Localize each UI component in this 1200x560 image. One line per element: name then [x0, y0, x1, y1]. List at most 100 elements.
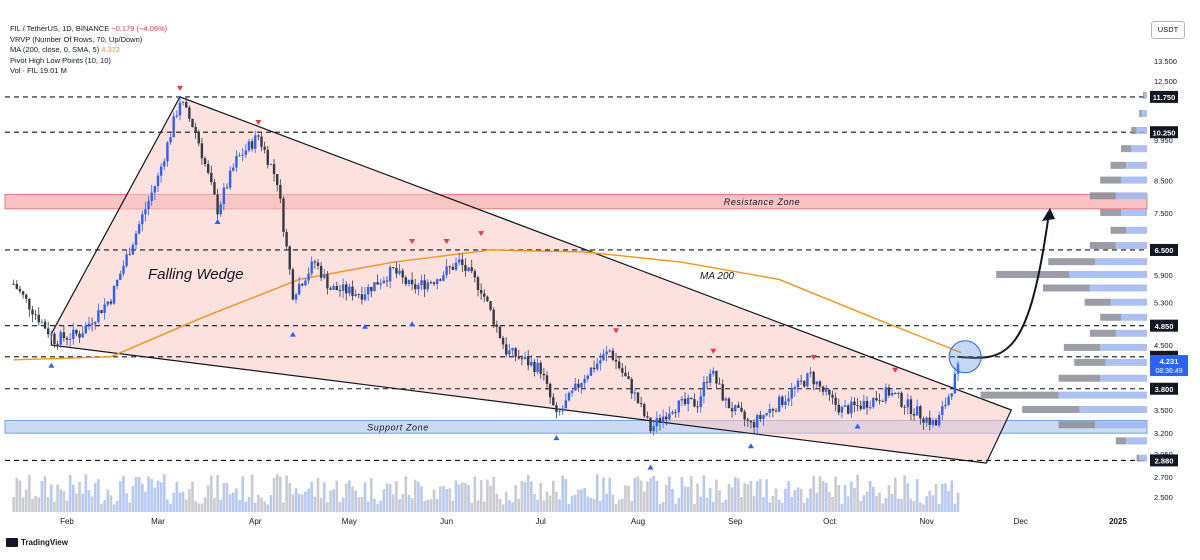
volume-bar — [206, 485, 210, 512]
volume-bar — [335, 480, 339, 512]
volume-bar — [530, 481, 533, 512]
volume-profile-up — [1095, 258, 1147, 266]
price-level-tag — [1150, 382, 1178, 395]
breakout-projection-arrow — [957, 212, 1050, 359]
tradingview-logo-icon — [6, 538, 18, 547]
volume-profile-up — [1105, 358, 1147, 366]
candle-body — [721, 384, 724, 401]
candle-body — [596, 363, 599, 370]
volume-bar — [109, 495, 113, 512]
volume-bar — [605, 493, 608, 512]
candle-body — [68, 338, 72, 340]
volume-profile-down — [1089, 192, 1116, 200]
volume-bar — [291, 494, 295, 512]
candle-body — [257, 135, 260, 137]
volume-bar — [65, 500, 69, 512]
volume-bar — [144, 491, 147, 512]
volume-bar — [37, 497, 41, 512]
candle-body — [288, 246, 291, 270]
volume-indicator[interactable]: Vol · FIL — [10, 66, 38, 75]
candle-body — [545, 375, 549, 384]
volume-bar — [545, 491, 549, 512]
volume-bar — [140, 483, 144, 512]
candle-body — [319, 265, 323, 278]
candle-body — [501, 337, 505, 345]
volume-bar — [787, 481, 790, 512]
candle-body — [100, 310, 103, 313]
volume-bar — [790, 496, 794, 512]
y-tick-label: 2.700 — [1154, 473, 1173, 482]
candle-body — [388, 267, 392, 282]
volume-profile-down — [1121, 145, 1132, 153]
volume-bar — [812, 476, 815, 512]
candle-body — [473, 271, 477, 278]
volume-profile-up — [1121, 208, 1147, 216]
volume-bar — [862, 495, 866, 512]
candle-countdown-label: 08:36:49 — [1155, 368, 1182, 375]
tradingview-logo[interactable]: TradingView — [6, 538, 68, 547]
volume-bar — [658, 503, 662, 512]
candle-body — [614, 359, 618, 362]
volume-bar — [498, 498, 502, 512]
pivot-indicator[interactable]: Pivot High Low Points (10, 10) — [10, 55, 111, 65]
volume-bar — [853, 487, 856, 512]
candle-body — [793, 387, 797, 390]
volume-bar — [106, 489, 110, 512]
volume-bar — [159, 482, 163, 512]
candle-body — [517, 356, 520, 359]
candle-body — [718, 383, 721, 385]
volume-bar — [288, 482, 292, 512]
price-level-label: 6.500 — [1155, 246, 1174, 255]
candle-body — [652, 426, 655, 432]
pivot-low-marker — [647, 464, 654, 470]
y-tick-label: 5.300 — [1154, 299, 1173, 308]
candle-body — [94, 322, 97, 325]
x-tick-label: Jun — [440, 517, 453, 526]
pivot-low-marker — [48, 362, 55, 368]
candle-body — [376, 282, 379, 285]
candle-body — [470, 267, 473, 272]
volume-bar — [181, 491, 185, 512]
vrvp-indicator[interactable]: VRVP (Number Of Rows, 70, Up/Down) — [10, 34, 143, 44]
candle-body — [483, 293, 486, 297]
candle-body — [194, 126, 197, 132]
candle-body — [464, 264, 467, 272]
candle-body — [887, 387, 891, 396]
candle-body — [150, 192, 153, 201]
currency-button[interactable]: USDT — [1151, 21, 1185, 39]
volume-profile-down — [1089, 329, 1116, 337]
volume-bar — [646, 481, 649, 512]
volume-bar — [821, 480, 825, 512]
candle-body — [523, 357, 527, 360]
symbol-line[interactable]: FIL / TetherUS, 1D, BINANCE — [10, 24, 110, 33]
volume-bar — [115, 501, 119, 512]
volume-bar — [197, 503, 201, 512]
ma-indicator[interactable]: MA (200, close, 0, SMA, 5) — [10, 45, 100, 54]
candle-body — [944, 404, 947, 407]
volume-bar — [28, 474, 31, 512]
candle-body — [442, 275, 445, 281]
volume-bar — [175, 481, 179, 512]
volume-bar — [461, 482, 464, 512]
candle-body — [379, 283, 382, 285]
candle-body — [878, 400, 881, 401]
candle-body — [796, 380, 800, 388]
candle-body — [894, 393, 897, 394]
y-tick-label: 2.500 — [1154, 493, 1173, 502]
candle-body — [815, 381, 819, 385]
candle-body — [759, 415, 762, 419]
candle-body — [185, 102, 188, 108]
volume-bar — [671, 488, 674, 512]
volume-bar — [828, 491, 831, 512]
candle-body — [934, 420, 938, 426]
candle-body — [671, 411, 674, 414]
volume-bar — [382, 489, 386, 512]
volume-bar — [93, 483, 97, 512]
volume-bar — [922, 504, 925, 512]
pivot-low-marker — [553, 435, 560, 441]
volume-bar — [555, 491, 558, 512]
candle-body — [843, 405, 847, 407]
volume-bar — [184, 499, 188, 512]
